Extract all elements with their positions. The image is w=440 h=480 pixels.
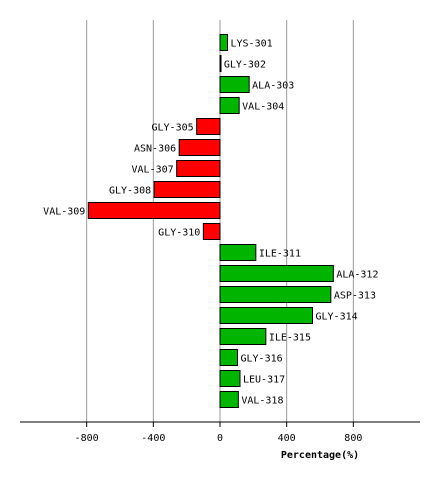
bar-gly-305	[196, 118, 221, 135]
bar-gly-302	[219, 55, 222, 72]
x-tick-label: 800	[344, 433, 362, 444]
bar-val-318	[219, 391, 239, 408]
bar-gly-308	[153, 181, 221, 198]
x-axis-ticks: -800 -400 0 400 800	[75, 422, 362, 444]
bar-label-leu-317: LEU-317	[243, 375, 285, 386]
bar-label-asn-306: ASN-306	[134, 144, 176, 155]
bar-gly-314	[219, 307, 313, 324]
bar-label-lys-301: LYS-301	[231, 39, 273, 50]
bar-label-val-307: VAL-307	[132, 165, 174, 176]
bar-label-ile-311: ILE-311	[259, 249, 301, 260]
x-tick-label: -400	[141, 433, 165, 444]
bar-ala-312	[219, 265, 334, 282]
bar-label-gly-314: GLY-314	[316, 312, 358, 323]
bars	[87, 34, 334, 408]
bar-label-ile-315: ILE-315	[269, 333, 311, 344]
bar-label-gly-308: GLY-308	[109, 186, 151, 197]
bar-label-gly-310: GLY-310	[158, 228, 200, 239]
bar-asn-306	[178, 139, 221, 156]
bar-leu-317	[219, 370, 241, 387]
x-axis-label: Percentage(%)	[281, 450, 359, 461]
bar-label-gly-305: GLY-305	[152, 123, 194, 134]
bar-ile-315	[219, 328, 267, 345]
bar-gly-316	[219, 349, 238, 366]
bar-asp-313	[219, 286, 332, 303]
bar-label-asp-313: ASP-313	[334, 291, 376, 302]
bar-label-gly-316: GLY-316	[241, 354, 283, 365]
bar-val-307	[176, 160, 221, 177]
bar-gly-310	[202, 223, 221, 240]
x-tick-label: 400	[278, 433, 296, 444]
bar-label-ala-312: ALA-312	[336, 270, 378, 281]
x-tick-label: 0	[217, 433, 223, 444]
category-labels: LYS-301 GLY-302 ALA-303 VAL-304 GLY-305 ASN-3…	[43, 39, 378, 407]
bar-label-ala-303: ALA-303	[252, 81, 294, 92]
bar-ile-311	[219, 244, 257, 261]
bar-label-val-309: VAL-309	[43, 207, 85, 218]
bar-val-309	[87, 202, 221, 219]
bar-val-304	[219, 97, 240, 114]
bar-label-gly-302: GLY-302	[224, 60, 266, 71]
bar-label-val-318: VAL-318	[241, 396, 283, 407]
bar-lys-301	[219, 34, 228, 51]
bar-ala-303	[219, 76, 250, 93]
x-tick-label: -800	[75, 433, 99, 444]
bar-label-val-304: VAL-304	[242, 102, 284, 113]
